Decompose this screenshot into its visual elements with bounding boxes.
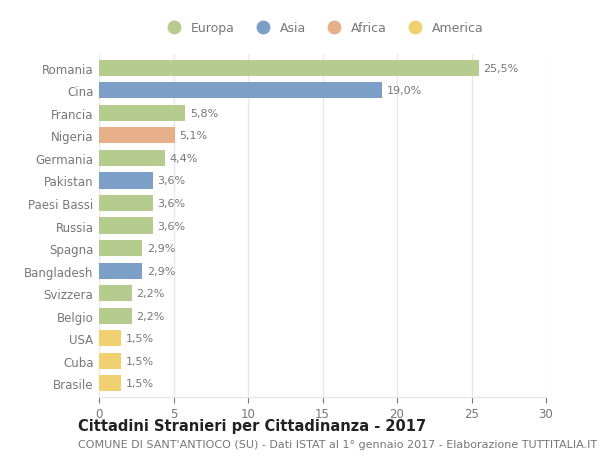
Bar — [99, 128, 175, 144]
Bar — [99, 196, 152, 212]
Text: 1,5%: 1,5% — [126, 356, 154, 366]
Text: 2,2%: 2,2% — [136, 311, 164, 321]
Text: 5,1%: 5,1% — [179, 131, 208, 141]
Text: 19,0%: 19,0% — [386, 86, 422, 96]
Bar — [99, 308, 132, 324]
Bar — [99, 353, 121, 369]
Bar — [99, 83, 382, 99]
Bar — [99, 151, 164, 167]
Text: 3,6%: 3,6% — [157, 199, 185, 208]
Bar — [99, 218, 152, 234]
Text: 1,5%: 1,5% — [126, 334, 154, 343]
Bar — [99, 241, 142, 257]
Bar — [99, 285, 132, 302]
Text: 1,5%: 1,5% — [126, 379, 154, 388]
Bar — [99, 173, 152, 189]
Text: 5,8%: 5,8% — [190, 109, 218, 118]
Text: COMUNE DI SANT'ANTIOCO (SU) - Dati ISTAT al 1° gennaio 2017 - Elaborazione TUTTI: COMUNE DI SANT'ANTIOCO (SU) - Dati ISTAT… — [78, 439, 597, 449]
Text: 2,9%: 2,9% — [146, 266, 175, 276]
Text: 3,6%: 3,6% — [157, 221, 185, 231]
Bar — [99, 263, 142, 279]
Bar — [99, 375, 121, 392]
Text: 4,4%: 4,4% — [169, 154, 197, 163]
Text: 25,5%: 25,5% — [484, 64, 518, 73]
Bar — [99, 61, 479, 77]
Legend: Europa, Asia, Africa, America: Europa, Asia, Africa, America — [156, 17, 489, 40]
Text: 2,2%: 2,2% — [136, 289, 164, 298]
Text: 3,6%: 3,6% — [157, 176, 185, 186]
Bar — [99, 106, 185, 122]
Bar — [99, 330, 121, 347]
Text: Cittadini Stranieri per Cittadinanza - 2017: Cittadini Stranieri per Cittadinanza - 2… — [78, 418, 426, 433]
Text: 2,9%: 2,9% — [146, 244, 175, 253]
